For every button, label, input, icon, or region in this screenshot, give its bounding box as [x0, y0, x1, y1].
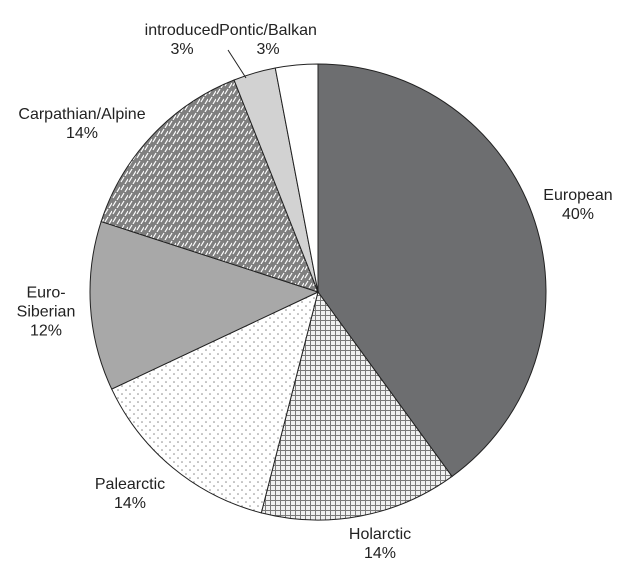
pie-slice: [111, 291, 319, 514]
percent-label: 3%: [256, 41, 280, 58]
pie-slice: [100, 79, 319, 293]
slice-label: Pontic/Balkan 3%: [219, 21, 317, 59]
pie-slice: [260, 290, 453, 521]
category-label: European: [543, 187, 613, 204]
pie-slice: [317, 63, 547, 478]
percent-label: 40%: [561, 206, 595, 223]
percent-label: 12%: [29, 322, 63, 340]
leader-line: [227, 49, 247, 79]
percent-label: 14%: [363, 545, 397, 562]
category-label: Carpathian/Alpine: [18, 106, 146, 123]
category-label: Palearctic: [94, 476, 166, 493]
slice-label: Carpathian/Alpine 14%: [18, 105, 145, 143]
category-label: Euro-Siberian: [16, 284, 76, 321]
percent-label: 14%: [65, 125, 99, 142]
category-label: Pontic/Balkan: [219, 22, 317, 39]
slice-label: Holarctic 14%: [349, 525, 411, 563]
slice-label: Palearctic 14%: [95, 475, 165, 513]
pie-slice: [89, 220, 320, 390]
percent-label: 14%: [113, 495, 147, 512]
slice-label: introduced 3%: [145, 21, 220, 59]
percent-label: 3%: [170, 41, 194, 58]
pie-slice: [274, 63, 319, 293]
category-label: introduced: [144, 22, 220, 39]
slice-label: Euro-Siberian 12%: [11, 284, 81, 341]
category-label: Holarctic: [348, 526, 412, 543]
slice-label: European 40%: [543, 186, 612, 224]
